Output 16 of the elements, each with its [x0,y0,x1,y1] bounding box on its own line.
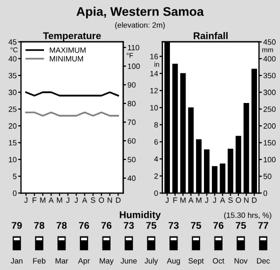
data-label: 76 [79,222,90,229]
data-label: 75 [236,222,246,229]
data-label: 78 [56,222,67,229]
text: Humidity [120,211,161,220]
data-label: 79 [12,222,22,229]
text: Apia, Western Samoa [76,6,204,18]
data-label: 76 [213,222,224,229]
data-label: 77 [258,222,268,229]
data-label: 78 [34,222,44,229]
chart-title: Temperature [43,32,101,42]
data-label: 75 [146,222,156,229]
chart-title: Rainfall [194,32,228,40]
data-label: 73 [124,222,134,229]
data-label: 76 [101,222,112,229]
data-label: 73 [168,222,179,229]
data-label: 75 [191,222,202,229]
